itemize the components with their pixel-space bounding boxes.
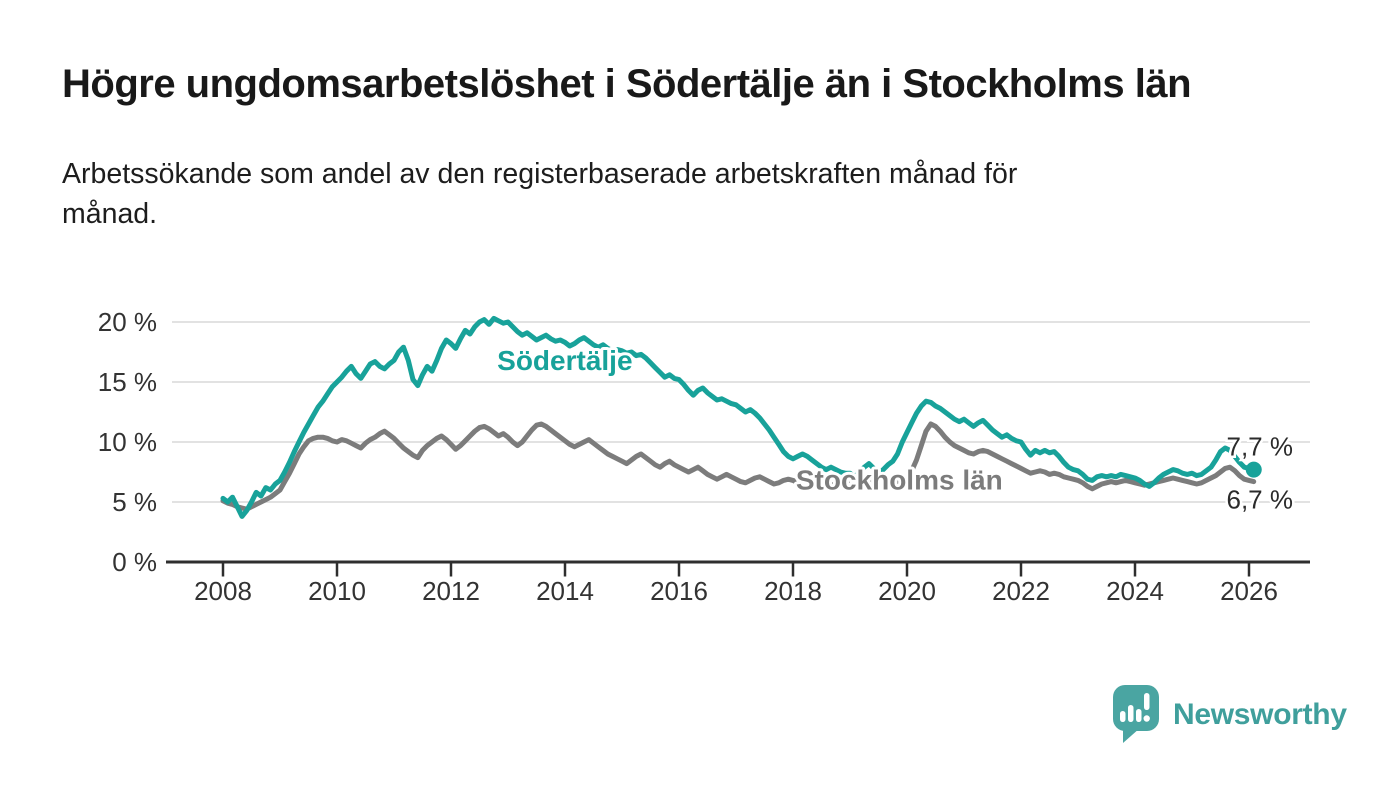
series-line-stockholms-lan xyxy=(220,421,1257,512)
series-label-sodertalje: Södertälje xyxy=(497,345,632,376)
x-axis-label: 2012 xyxy=(422,576,480,606)
y-axis-label: 10 % xyxy=(98,427,157,457)
y-axis-label: 0 % xyxy=(112,547,157,577)
series-end-dot-sodertalje xyxy=(1245,461,1262,478)
y-axis-label: 20 % xyxy=(98,307,157,337)
end-value-label-stockholms-lan: 6,7 % xyxy=(1227,485,1294,515)
end-value-label-sodertalje: 7,7 % xyxy=(1227,432,1294,462)
newsworthy-logo-icon xyxy=(1113,685,1159,743)
page-title: Högre ungdomsarbetslöshet i Södertälje ä… xyxy=(62,62,1192,106)
x-axis-label: 2024 xyxy=(1106,576,1164,606)
y-axis-label: 15 % xyxy=(98,367,157,397)
series-line-sodertalje xyxy=(220,315,1257,519)
x-axis-label: 2014 xyxy=(536,576,594,606)
x-axis-label: 2026 xyxy=(1220,576,1278,606)
y-axis-label: 5 % xyxy=(112,487,157,517)
brand-name: Newsworthy xyxy=(1173,697,1347,731)
x-axis-label: 2020 xyxy=(878,576,936,606)
x-axis-label: 2010 xyxy=(308,576,366,606)
x-axis-label: 2018 xyxy=(764,576,822,606)
branding-footer: Newsworthy xyxy=(1112,684,1347,745)
series-label-stockholms-lan: Stockholms län xyxy=(796,464,1003,495)
x-axis-label: 2022 xyxy=(992,576,1050,606)
x-axis-label: 2008 xyxy=(194,576,252,606)
page-subtitle: Arbetssökande som andel av den registerb… xyxy=(62,158,1018,231)
x-axis-label: 2016 xyxy=(650,576,708,606)
